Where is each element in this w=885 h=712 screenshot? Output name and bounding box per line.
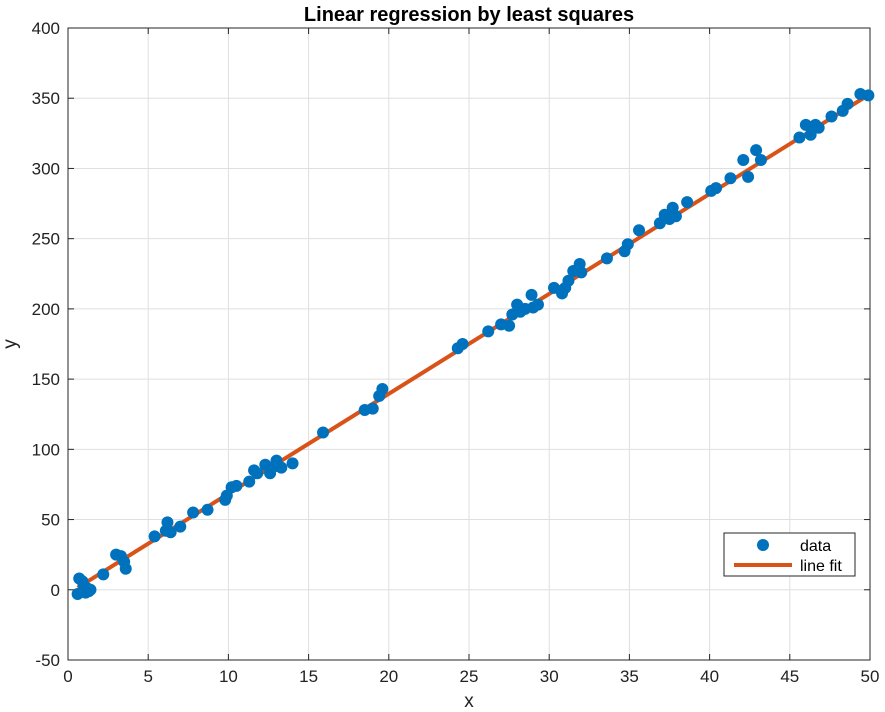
chart-title: Linear regression by least squares: [304, 4, 634, 26]
data-point: [750, 144, 763, 157]
data-point: [825, 110, 838, 123]
y-tick-label: -50: [35, 651, 60, 670]
data-point: [531, 298, 544, 311]
data-point: [804, 128, 817, 141]
legend-data-label: data: [800, 538, 831, 555]
x-tick-label: 25: [460, 667, 479, 686]
data-point: [366, 402, 379, 415]
x-tick-label: 50: [861, 667, 880, 686]
data-point: [164, 526, 177, 539]
data-point: [286, 457, 299, 470]
data-point: [161, 516, 174, 529]
y-tick-label: 350: [32, 89, 60, 108]
data-point: [862, 89, 875, 102]
data-point: [742, 170, 755, 183]
y-tick-label: 150: [32, 370, 60, 389]
data-point: [275, 461, 288, 474]
x-tick-label: 15: [299, 667, 318, 686]
data-point: [97, 568, 110, 581]
data-point: [317, 426, 330, 439]
y-axis-label: y: [0, 339, 21, 349]
data-point: [84, 583, 97, 596]
data-point: [710, 182, 723, 195]
data-point: [737, 154, 750, 167]
data-point: [681, 196, 694, 209]
x-tick-label: 10: [219, 667, 238, 686]
axis-ticks: [67, 27, 871, 661]
y-tick-label: 250: [32, 230, 60, 249]
data-point: [754, 154, 767, 167]
data-point: [793, 131, 806, 144]
legend-fit-label: line fit: [800, 558, 842, 575]
y-tick-label: 400: [32, 19, 60, 38]
x-tick-label: 0: [63, 667, 72, 686]
legend: data line fit: [723, 532, 856, 577]
data-point: [119, 562, 132, 575]
x-tick-label: 5: [143, 667, 152, 686]
x-tick-label: 20: [379, 667, 398, 686]
data-point: [230, 479, 243, 492]
y-tick-label: 0: [51, 581, 60, 600]
data-point: [525, 288, 538, 301]
x-tick-label: 30: [540, 667, 559, 686]
data-point: [841, 97, 854, 110]
x-tick-label: 35: [620, 667, 639, 686]
y-tick-label: 300: [32, 159, 60, 178]
data-point: [562, 274, 575, 287]
y-tick-label: 100: [32, 440, 60, 459]
y-tick-label: 200: [32, 300, 60, 319]
x-tick-label: 40: [700, 667, 719, 686]
data-point: [799, 118, 812, 131]
data-point: [148, 530, 161, 543]
data-point: [482, 325, 495, 338]
data-point: [174, 520, 187, 533]
data-point: [243, 475, 256, 488]
data-point: [600, 252, 613, 265]
data-point: [187, 506, 200, 519]
legend-box: [723, 532, 856, 577]
data-point: [251, 467, 264, 480]
grid-lines: [68, 28, 870, 660]
y-tick-label: 50: [41, 511, 60, 530]
x-axis-label: x: [464, 691, 474, 712]
data-point: [633, 224, 646, 237]
data-point: [503, 319, 516, 332]
data-point: [621, 238, 634, 251]
data-point: [456, 338, 469, 350]
data-point: [575, 266, 588, 279]
legend-data-marker: [757, 539, 769, 551]
data-point: [376, 382, 389, 395]
data-point: [812, 121, 825, 134]
x-tick-label: 45: [780, 667, 799, 686]
data-point: [201, 503, 214, 516]
data-point: [724, 172, 737, 185]
data-point: [669, 210, 682, 223]
data-points-layer: [71, 88, 875, 600]
